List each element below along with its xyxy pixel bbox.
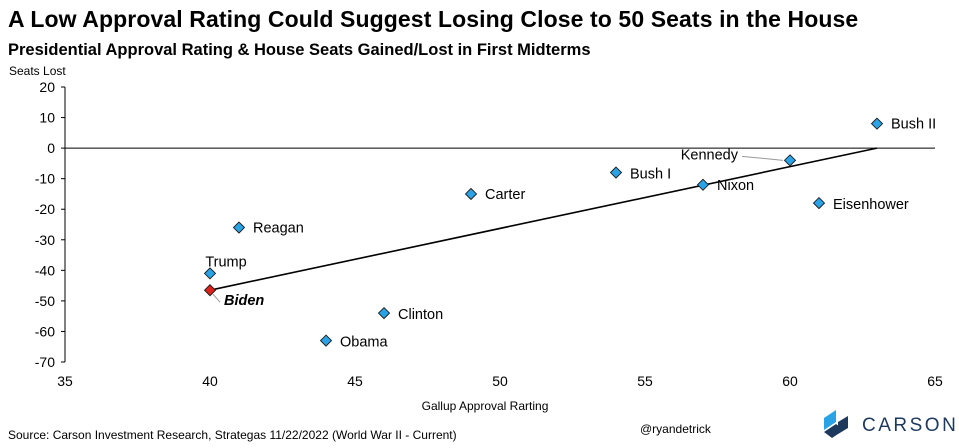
carson-logo-text: CARSON bbox=[862, 415, 959, 436]
point-label: Clinton bbox=[398, 307, 443, 323]
y-tick-label: -30 bbox=[35, 232, 55, 248]
data-point bbox=[870, 117, 884, 130]
data-point bbox=[464, 187, 478, 201]
x-tick-label: 65 bbox=[927, 373, 943, 389]
y-tick-label: 0 bbox=[47, 140, 55, 156]
x-tick-label: 35 bbox=[57, 373, 73, 389]
y-tick-label: -40 bbox=[35, 262, 55, 278]
data-point bbox=[319, 334, 333, 347]
x-tick-label: 55 bbox=[637, 373, 653, 389]
point-label: Reagan bbox=[253, 221, 304, 237]
x-tick-label: 50 bbox=[492, 373, 508, 389]
y-tick-label: 20 bbox=[39, 79, 55, 95]
label-leader-line bbox=[741, 155, 784, 161]
y-axis-title: Seats Lost bbox=[9, 64, 66, 78]
author-handle: @ryandetrick bbox=[640, 422, 711, 436]
y-tick-label: -10 bbox=[35, 171, 55, 187]
carson-logo: CARSON bbox=[818, 408, 956, 444]
point-label: Bush I bbox=[630, 167, 671, 183]
point-label: Nixon bbox=[717, 178, 754, 194]
chart-subtitle: Presidential Approval Rating & House Sea… bbox=[8, 41, 591, 59]
carson-logo-icon bbox=[824, 410, 848, 438]
data-point bbox=[812, 196, 826, 210]
point-label: Obama bbox=[340, 335, 388, 351]
y-tick-label: -60 bbox=[35, 323, 55, 339]
data-point bbox=[377, 306, 391, 320]
x-axis-title: Gallup Approval Rarting bbox=[422, 399, 549, 413]
data-point bbox=[203, 284, 217, 297]
point-label: Eisenhower bbox=[833, 197, 909, 213]
data-point bbox=[783, 154, 797, 167]
data-point bbox=[203, 267, 217, 280]
point-label: Biden bbox=[224, 293, 264, 309]
x-tick-label: 40 bbox=[202, 373, 218, 389]
y-tick-label: 10 bbox=[39, 110, 55, 126]
point-label: Kennedy bbox=[681, 147, 739, 163]
chart-title: A Low Approval Rating Could Suggest Losi… bbox=[8, 6, 859, 32]
x-tick-label: 45 bbox=[347, 373, 363, 389]
trend-line bbox=[209, 147, 878, 291]
x-tick-label: 60 bbox=[782, 373, 798, 389]
label-leader-line bbox=[212, 293, 221, 303]
source-note: Source: Carson Investment Research, Stra… bbox=[8, 428, 457, 442]
data-point bbox=[696, 178, 710, 191]
y-tick-label: -20 bbox=[35, 201, 55, 217]
data-point bbox=[232, 221, 246, 234]
data-point bbox=[609, 166, 623, 179]
point-label: Trump bbox=[205, 254, 246, 270]
y-tick-label: -70 bbox=[35, 354, 55, 370]
point-label: Bush II bbox=[891, 117, 936, 133]
y-tick-label: -50 bbox=[35, 293, 55, 309]
point-label: Carter bbox=[485, 187, 525, 203]
